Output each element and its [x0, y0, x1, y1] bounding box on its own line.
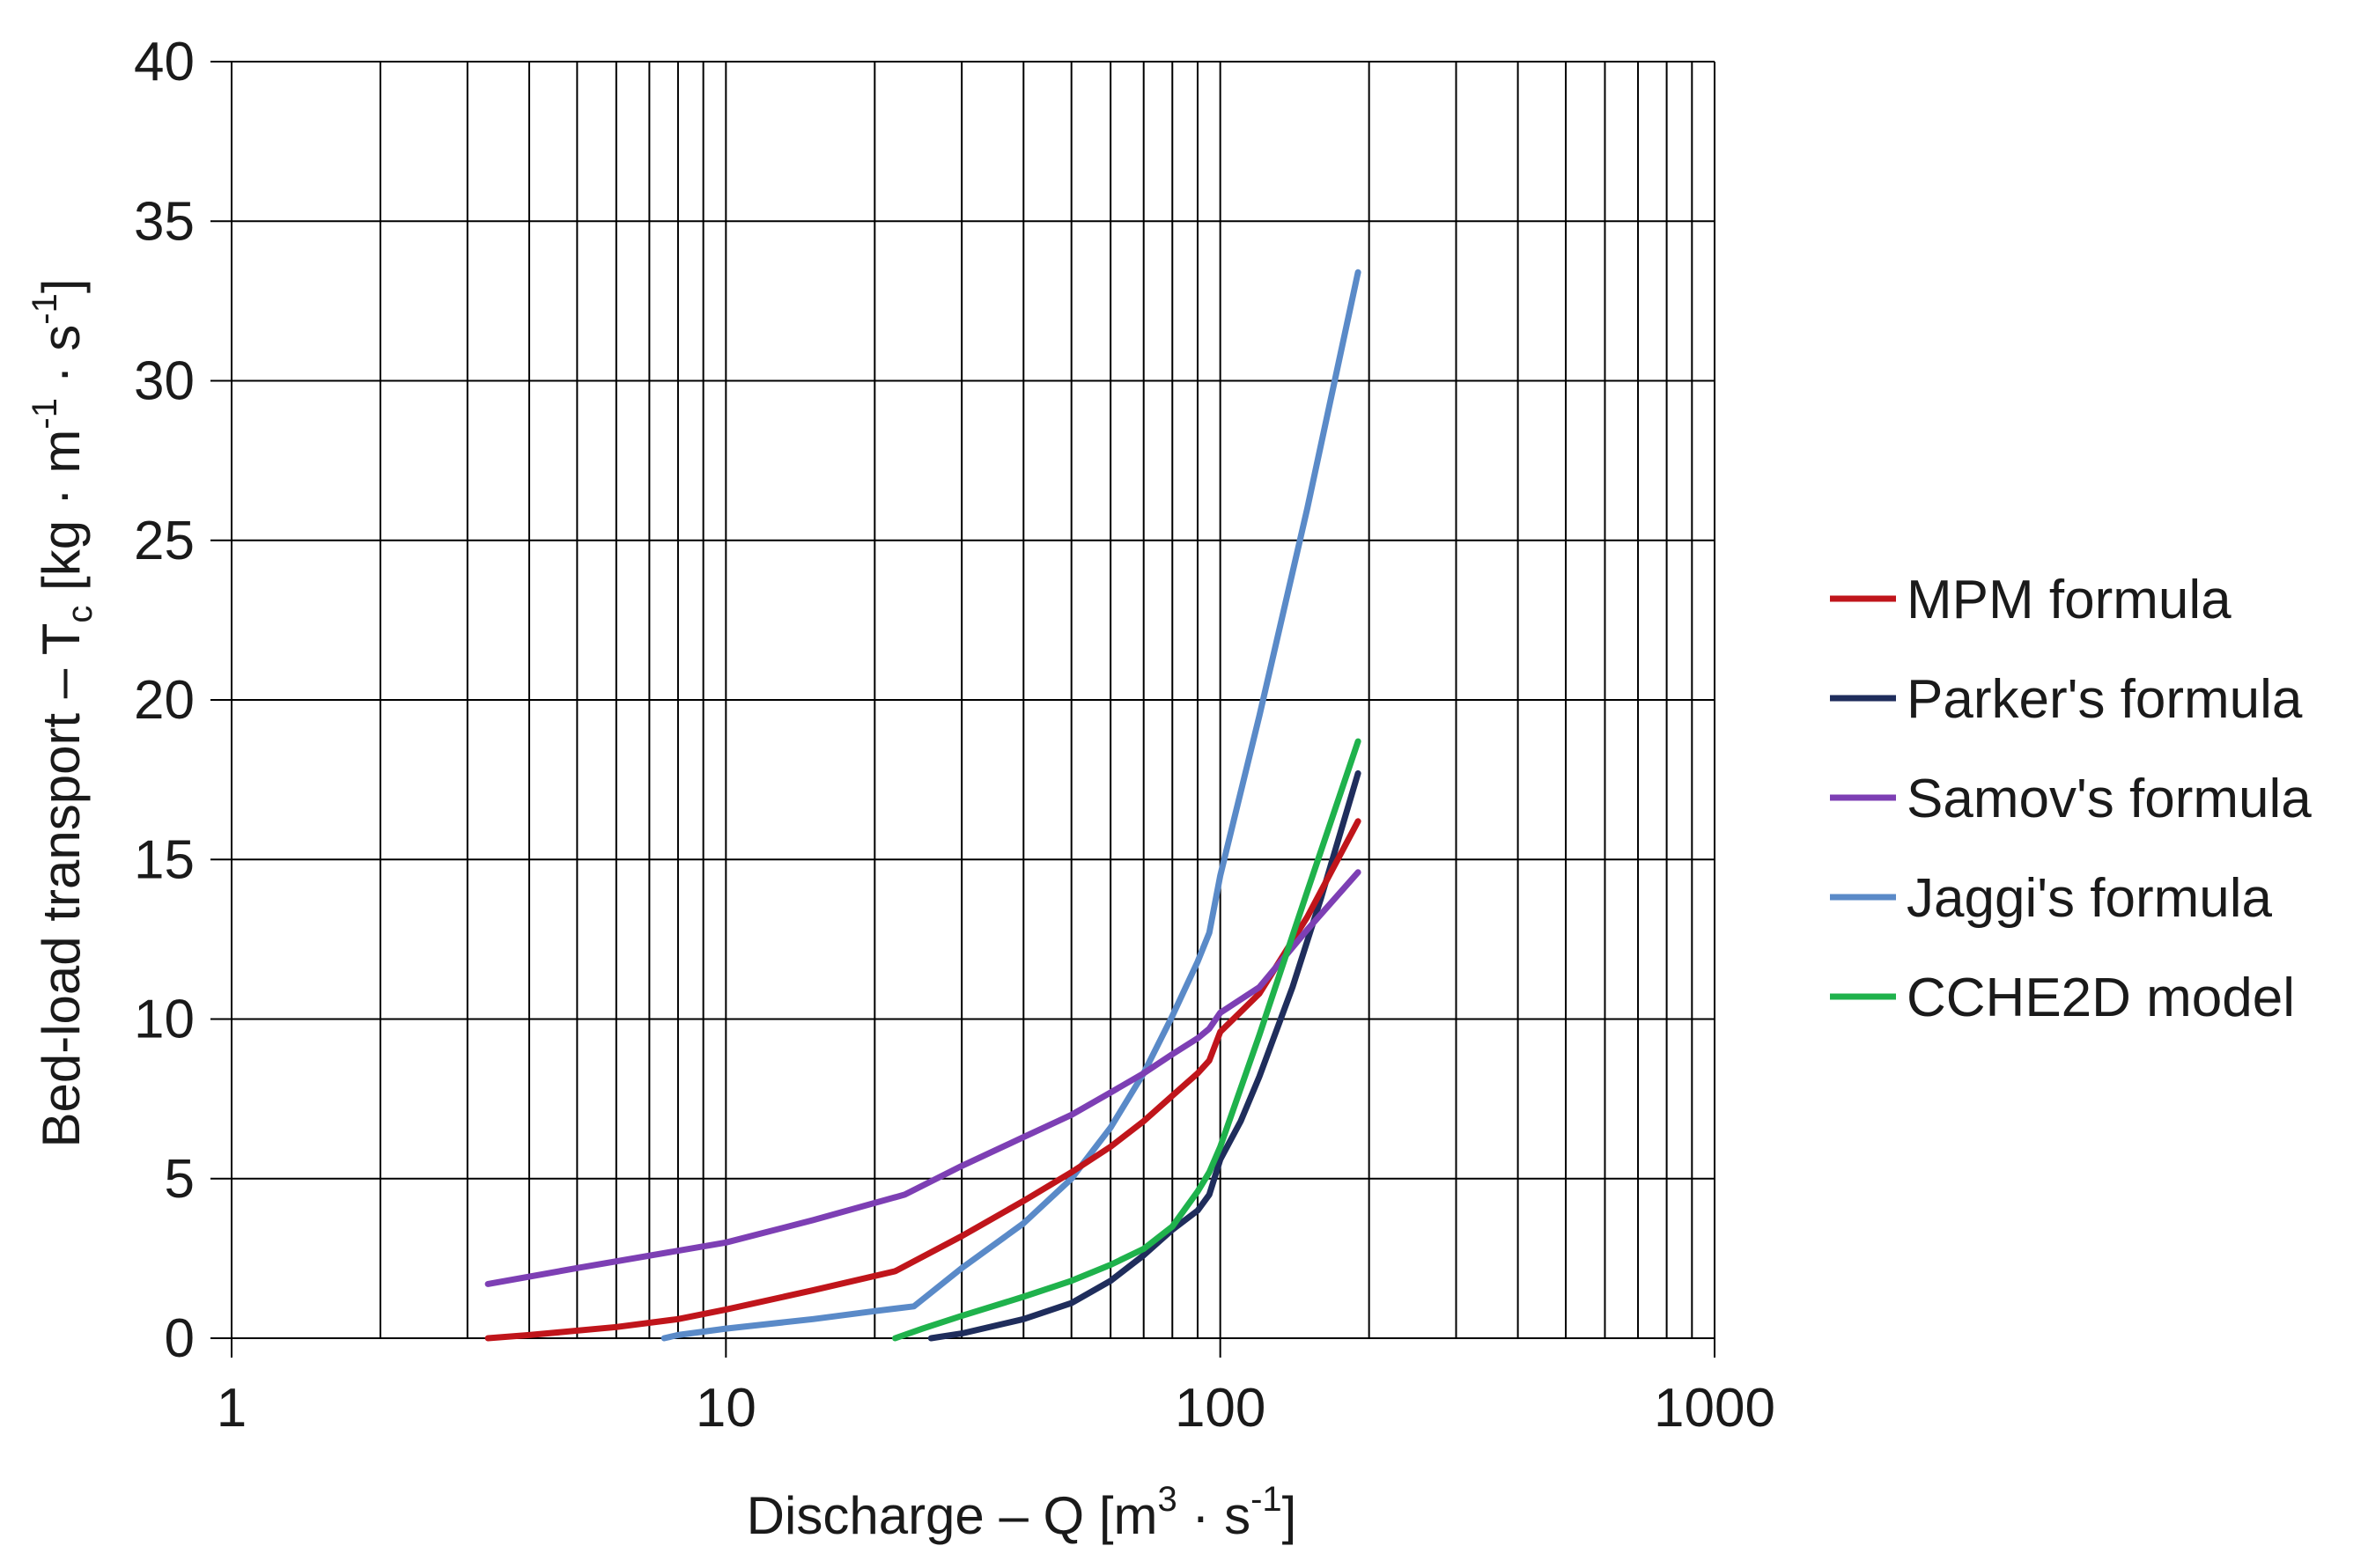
- y-tick-label: 10: [134, 990, 195, 1050]
- y-tick-label: 5: [165, 1149, 195, 1210]
- y-tick-label: 35: [134, 191, 195, 252]
- y-axis-title: Bed-load transport – Tc [kg · m-1 · s-1]: [26, 278, 100, 1147]
- series-line-jaggi-s-formula: [660, 269, 1361, 1342]
- series-line-mpm-formula: [484, 818, 1361, 1342]
- y-tick-label: 25: [134, 511, 195, 571]
- legend-item: Parker's formula: [1830, 669, 2303, 730]
- grid: [210, 61, 1715, 1358]
- y-tick-label: 40: [134, 32, 195, 92]
- legend-item: CCHE2D model: [1830, 968, 2295, 1028]
- series-line-parker-s-formula: [927, 769, 1361, 1342]
- x-axis-title-main: Discharge – Q [m: [747, 1486, 1158, 1545]
- series-line-samov-s-formula: [484, 869, 1361, 1287]
- y-axis-title-mid1: [kg · m: [32, 430, 91, 606]
- legend-label: Parker's formula: [1907, 669, 2303, 730]
- y-axis-title-sup1: -1: [26, 398, 64, 430]
- y-tick-label: 15: [134, 829, 195, 890]
- legend-item: MPM formula: [1830, 570, 2232, 630]
- y-axis-title-end: ]: [32, 278, 91, 293]
- x-axis-title-end: ]: [1282, 1486, 1297, 1545]
- y-axis-title-sub: c: [61, 606, 100, 623]
- legend-label: CCHE2D model: [1907, 968, 2295, 1028]
- legend-item: Jaggi's formula: [1830, 868, 2273, 929]
- y-axis-title-main: Bed-load transport – T: [32, 623, 91, 1148]
- y-tick-label: 0: [165, 1308, 195, 1369]
- legend-label: MPM formula: [1907, 570, 2232, 630]
- x-tick-label: 10: [696, 1378, 756, 1439]
- legend: MPM formula Parker's formula Samov's formu…: [1830, 570, 2312, 1028]
- legend-item: Samov's formula: [1830, 769, 2312, 829]
- x-axis-title-mid: · s: [1177, 1486, 1250, 1545]
- legend-label: Jaggi's formula: [1907, 868, 2273, 929]
- y-axis-title-mid2: · s: [32, 325, 91, 398]
- x-tick-label: 1: [217, 1378, 247, 1439]
- legend-label: Samov's formula: [1907, 769, 2312, 829]
- tick-labels: 0 5 10 15 20 25 30 35 40 1 10 100 1000: [134, 32, 1775, 1439]
- x-tick-label: 100: [1175, 1378, 1265, 1439]
- x-axis-title-sup2: -1: [1250, 1480, 1282, 1519]
- series-line-cche2d-model: [892, 738, 1361, 1342]
- y-tick-label: 30: [134, 351, 195, 412]
- x-tick-label: 1000: [1654, 1378, 1775, 1439]
- x-axis-title-sup1: 3: [1158, 1480, 1177, 1519]
- y-tick-label: 20: [134, 670, 195, 731]
- y-axis-title-sup2: -1: [26, 293, 64, 325]
- x-axis-title: Discharge – Q [m3 · s-1]: [747, 1480, 1297, 1545]
- series-lines: [484, 269, 1361, 1342]
